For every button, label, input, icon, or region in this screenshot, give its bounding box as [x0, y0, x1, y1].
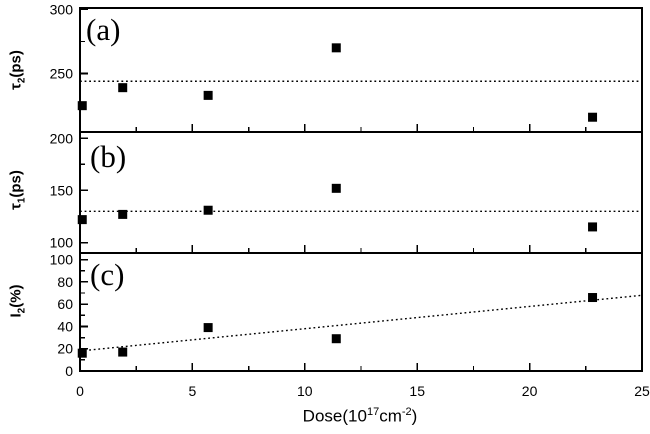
y-title-subscript-c: 2 [16, 307, 28, 314]
y-tick-label: 80 [57, 274, 73, 290]
x-tick-label: 5 [189, 383, 197, 399]
x-tick-label: 10 [297, 383, 313, 399]
x-tick-label: 25 [634, 383, 650, 399]
y-title-subscript-a: 2 [16, 77, 28, 84]
y-title-symbol-a: τ [7, 83, 25, 90]
data-point [203, 90, 213, 100]
data-point [203, 205, 213, 215]
data-point [331, 334, 341, 344]
data-point [77, 348, 87, 358]
data-point [331, 183, 341, 193]
data-point [118, 347, 128, 357]
data-point [588, 112, 598, 122]
data-point [331, 43, 341, 53]
x-title-superscript-2: -2 [401, 406, 412, 418]
data-point [118, 209, 128, 219]
y-title-unit-a: (ps) [7, 50, 25, 78]
y-tick-label: 0 [65, 363, 73, 379]
panel-label-a: (a) [86, 12, 121, 47]
x-tick-label: 20 [522, 383, 538, 399]
x-title-prefix: Dose(10 [302, 406, 367, 426]
y-title-subscript-b: 1 [16, 197, 28, 204]
y-title-symbol-b: τ [7, 203, 25, 210]
y-title-symbol-c: I [7, 313, 25, 318]
y-tick-label: 20 [57, 341, 73, 357]
y-title-unit-b: (ps) [7, 170, 25, 198]
data-point [77, 101, 87, 111]
data-point [203, 323, 213, 333]
y-tick-label: 150 [50, 182, 74, 198]
panel-frame [79, 252, 643, 372]
y-tick-label: 60 [57, 296, 73, 312]
x-title-mid: cm [379, 406, 402, 426]
y-tick-label: 300 [50, 1, 74, 17]
data-point [118, 83, 128, 93]
y-tick-label: 200 [50, 130, 74, 146]
x-tick-label: 15 [409, 383, 425, 399]
data-point [588, 293, 598, 303]
y-axis-title-c: I2(%) [7, 284, 28, 318]
panel-frame [79, 131, 643, 254]
y-tick-label: 250 [50, 66, 74, 82]
x-tick-label: 0 [76, 383, 84, 399]
y-tick-label: 100 [50, 252, 74, 268]
y-axis-title-b: τ1(ps) [7, 170, 28, 210]
panel-label-b: (b) [90, 139, 127, 174]
y-title-unit-c: (%) [7, 284, 25, 308]
data-point [588, 222, 598, 232]
x-title-superscript-1: 17 [366, 406, 380, 418]
y-tick-label: 100 [50, 235, 74, 251]
y-axis-title-a: τ2(ps) [7, 50, 28, 90]
panel-label-c: (c) [90, 257, 125, 292]
y-tick-label: 40 [57, 318, 73, 334]
x-title-suffix: ) [411, 406, 418, 426]
panel-frame [79, 7, 643, 133]
data-point [77, 215, 87, 225]
x-axis-title: Dose(1017cm-2) [303, 406, 418, 427]
trend-line [79, 294, 643, 352]
